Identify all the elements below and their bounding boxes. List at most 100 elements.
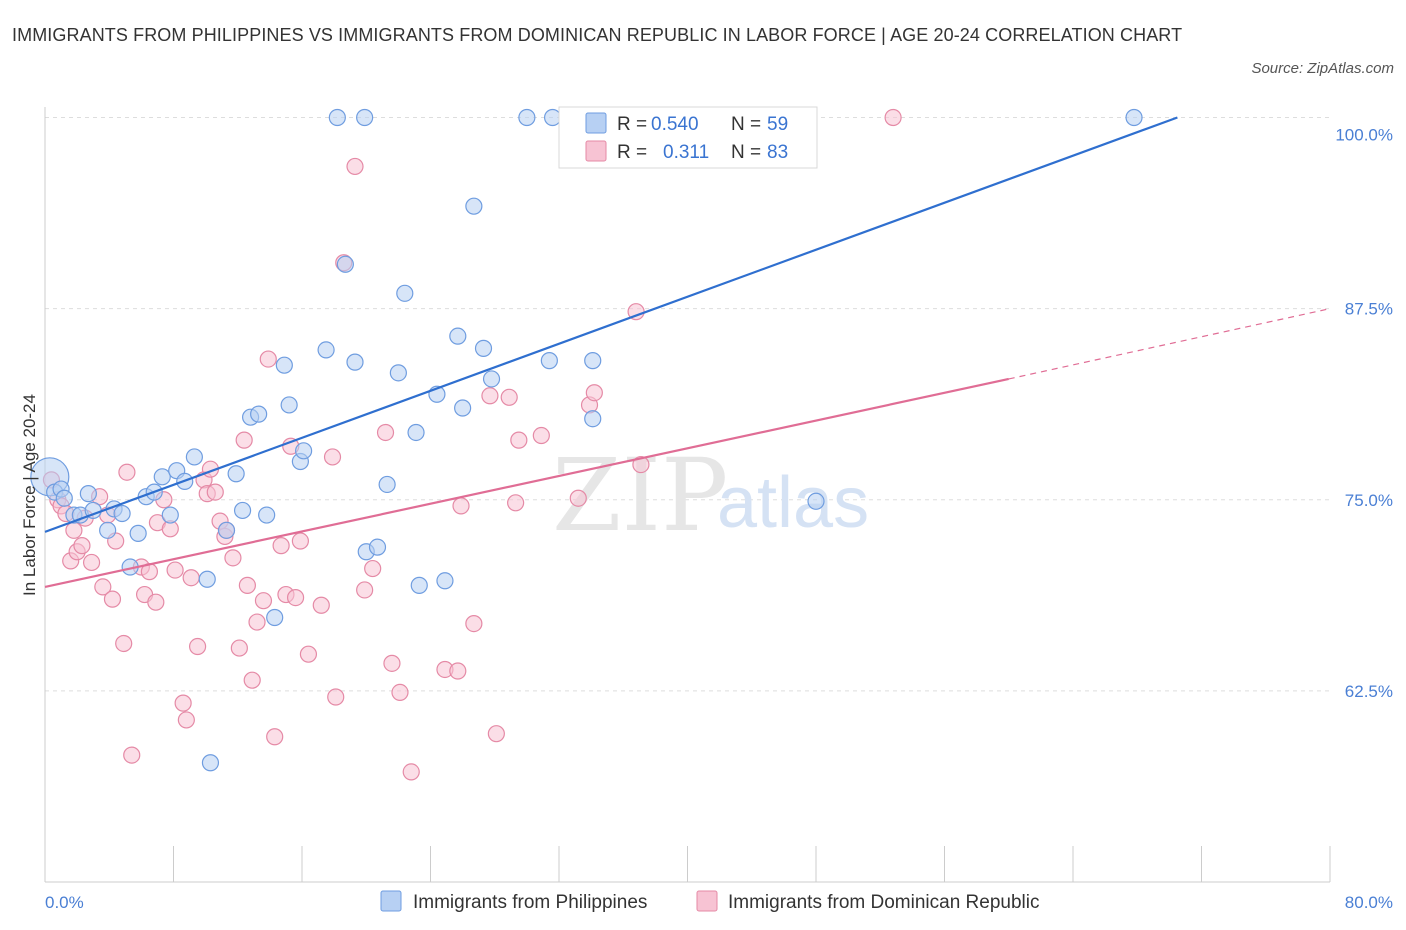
philippines-point bbox=[55, 489, 73, 507]
dominican-point bbox=[465, 614, 483, 633]
y-axis-label: In Labor Force | Age 20-24 bbox=[20, 394, 39, 596]
x-tick-label: 0.0% bbox=[45, 893, 84, 912]
philippines-point bbox=[217, 521, 236, 539]
legend-n-label-1: N = bbox=[731, 114, 761, 135]
philippines-point bbox=[449, 327, 467, 345]
dominican-point bbox=[254, 592, 273, 610]
grid-lines bbox=[45, 117, 1330, 692]
philippines-point bbox=[266, 608, 284, 627]
dominican-point bbox=[248, 613, 266, 631]
dominican-point bbox=[118, 463, 136, 481]
y-tick-label: 62.5% bbox=[1345, 682, 1393, 701]
dominican-point bbox=[632, 455, 650, 474]
dominican-point bbox=[585, 384, 603, 402]
legend-n-value-1: 59 bbox=[767, 114, 788, 135]
dominican-point bbox=[383, 654, 401, 672]
bottom-legend-dominican: Immigrants from Dominican Republic bbox=[728, 892, 1040, 913]
dominican-point bbox=[452, 497, 470, 515]
stats-legend: R = 0.540 N = 59 R = 0.311 N = 83 bbox=[558, 106, 818, 169]
philippines-point bbox=[201, 754, 220, 772]
philippines-point bbox=[295, 442, 313, 460]
philippines-point bbox=[1125, 108, 1143, 127]
philippines-point bbox=[336, 255, 354, 273]
philippines-point bbox=[436, 572, 454, 590]
dominican-point bbox=[182, 569, 200, 587]
dominican-point bbox=[230, 639, 248, 657]
dominican-point bbox=[299, 645, 318, 663]
philippines-point bbox=[356, 108, 374, 127]
philippines-point bbox=[153, 468, 171, 486]
philippines-points bbox=[30, 108, 1143, 772]
dominican-point bbox=[123, 746, 141, 764]
philippines-point bbox=[185, 448, 203, 466]
dominican-point bbox=[82, 553, 101, 572]
trend-lines bbox=[44, 116, 1331, 588]
dominican-point bbox=[243, 671, 261, 689]
dominican-point bbox=[206, 483, 224, 501]
dominican-trend-extension bbox=[1008, 308, 1331, 380]
dominican-point bbox=[507, 494, 525, 512]
legend-r-value-1: 0.540 bbox=[651, 114, 699, 135]
philippines-point bbox=[474, 339, 493, 357]
dominican-point bbox=[346, 157, 364, 176]
philippines-point bbox=[482, 370, 501, 388]
bottom-legend-swatch-philippines bbox=[380, 890, 402, 912]
y-tick-label: 100.0% bbox=[1335, 126, 1393, 145]
legend-n-value-2: 83 bbox=[767, 142, 788, 163]
dominican-point bbox=[238, 576, 256, 594]
philippines-point bbox=[258, 506, 276, 524]
dominican-point bbox=[266, 728, 284, 746]
philippines-point bbox=[378, 475, 396, 494]
dominican-point bbox=[376, 423, 395, 442]
dominican-point bbox=[73, 537, 91, 555]
legend-r-value-2: 0.311 bbox=[663, 142, 709, 163]
series-legend: Immigrants from Philippines Immigrants f… bbox=[380, 890, 1040, 913]
philippines-point bbox=[317, 341, 335, 359]
philippines-point bbox=[99, 521, 117, 539]
dominican-point bbox=[391, 683, 409, 702]
philippines-point bbox=[543, 108, 562, 127]
philippines-point bbox=[346, 353, 364, 371]
dominican-point bbox=[356, 581, 374, 599]
chart-title: IMMIGRANTS FROM PHILIPPINES VS IMMIGRANT… bbox=[12, 25, 1183, 45]
watermark-atlas: atlas bbox=[717, 463, 869, 543]
bottom-legend-philippines: Immigrants from Philippines bbox=[413, 892, 647, 913]
x-tick-labels: 0.0% 80.0% bbox=[45, 893, 1393, 912]
bottom-legend-swatch-dominican bbox=[696, 890, 718, 912]
dominican-point bbox=[569, 489, 587, 507]
legend-n-label-2: N = bbox=[731, 142, 761, 163]
dominican-point bbox=[65, 521, 83, 539]
philippines-point bbox=[368, 538, 387, 556]
dominican-point bbox=[364, 559, 382, 578]
dominican-point bbox=[312, 596, 330, 614]
philippines-point bbox=[465, 197, 483, 215]
philippines-point bbox=[540, 352, 558, 370]
philippines-point bbox=[227, 465, 245, 483]
dominican-point bbox=[224, 549, 242, 567]
y-tick-label: 87.5% bbox=[1345, 300, 1393, 319]
dominican-point bbox=[884, 108, 902, 127]
philippines-point bbox=[250, 405, 268, 423]
dominican-point bbox=[510, 431, 528, 449]
philippines-trend-line bbox=[44, 116, 1178, 533]
dominican-point bbox=[147, 593, 165, 611]
dominican-point bbox=[291, 532, 309, 550]
y-tick-label: 75.0% bbox=[1345, 491, 1393, 510]
dominican-point bbox=[177, 711, 195, 729]
y-tick-labels: 62.5% 75.0% 87.5% 100.0% bbox=[1335, 126, 1393, 701]
philippines-point bbox=[198, 570, 216, 588]
dominican-point bbox=[286, 589, 305, 607]
philippines-point bbox=[407, 423, 425, 442]
philippines-point bbox=[410, 576, 428, 594]
philippines-point bbox=[396, 284, 414, 302]
dominican-point bbox=[487, 725, 505, 743]
philippines-point bbox=[79, 485, 97, 503]
philippines-point bbox=[129, 524, 147, 542]
legend-swatch-dominican bbox=[585, 140, 607, 162]
dominican-point bbox=[235, 431, 253, 449]
philippines-point bbox=[233, 501, 252, 520]
legend-swatch-philippines bbox=[585, 112, 607, 134]
dominican-point bbox=[259, 350, 277, 368]
dominican-point bbox=[500, 388, 518, 406]
